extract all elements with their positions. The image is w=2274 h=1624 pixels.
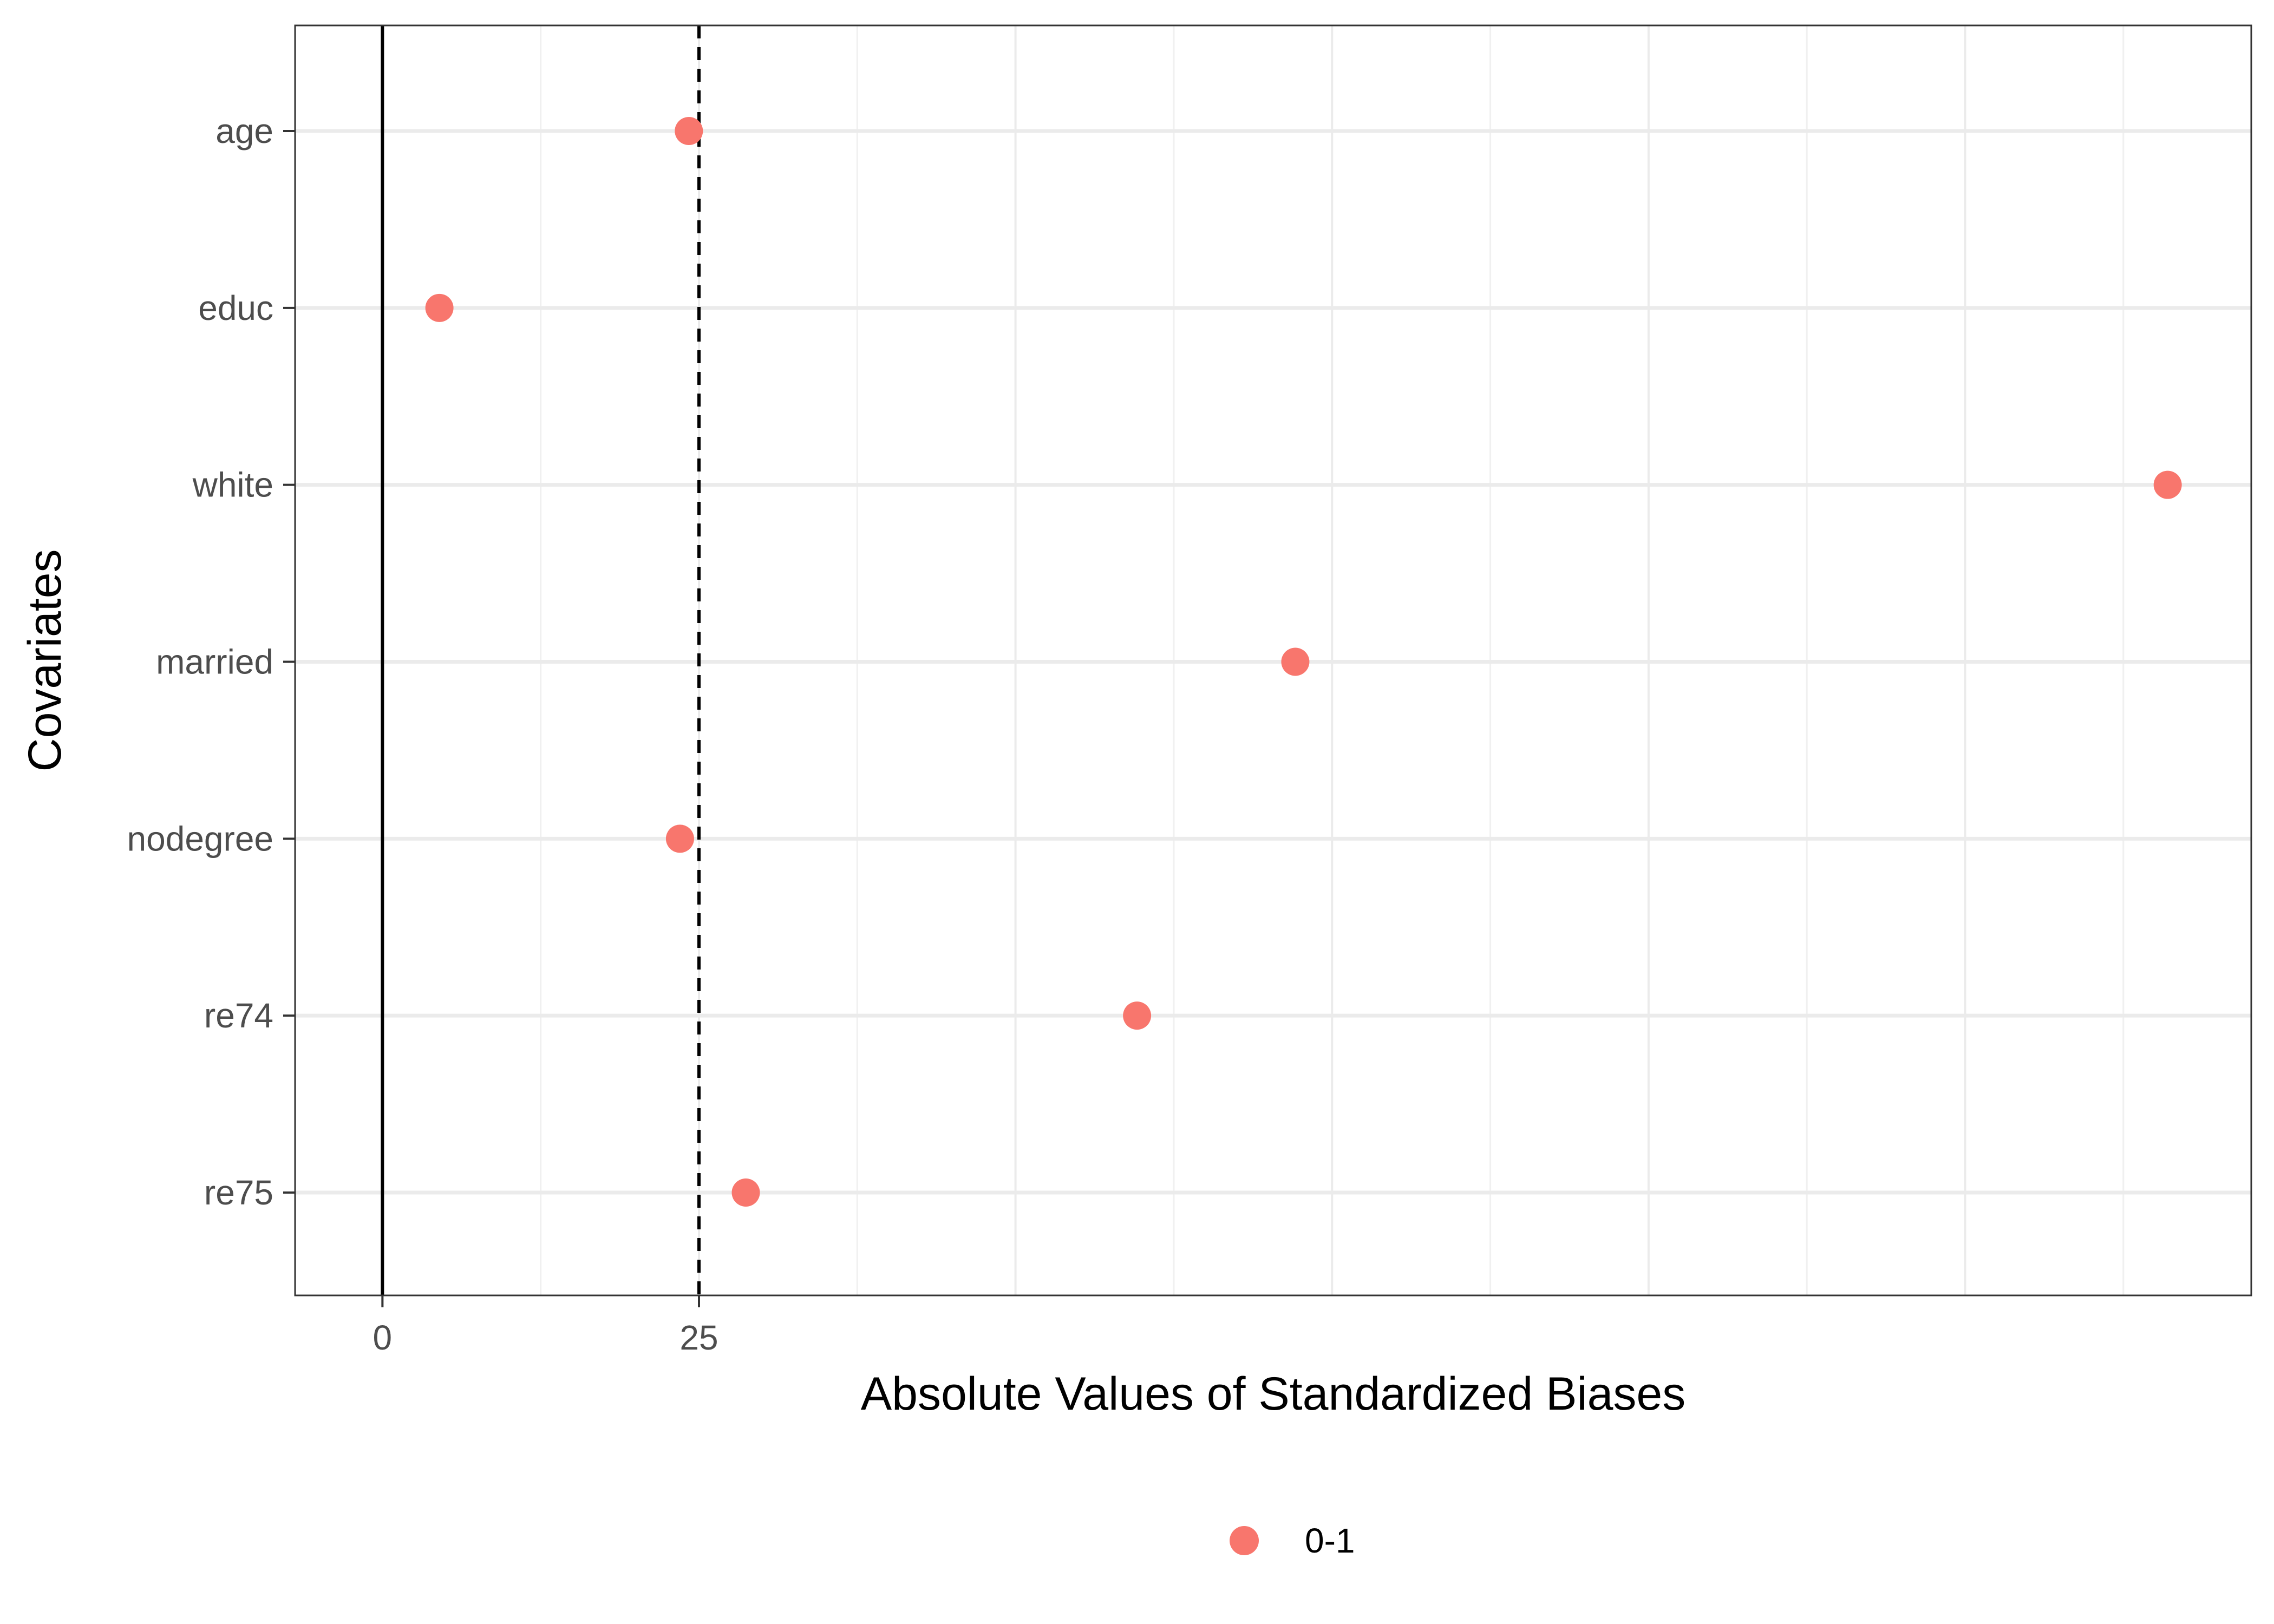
y-axis-title: Covariates bbox=[19, 549, 71, 771]
y-tick-label-white: white bbox=[192, 466, 273, 505]
legend-key-0-1 bbox=[1230, 1526, 1259, 1555]
plot-panel-border bbox=[294, 24, 2252, 1296]
y-tick-label-nodegree: nodegree bbox=[127, 819, 273, 858]
point-nodegree bbox=[665, 824, 694, 853]
point-re75 bbox=[731, 1178, 760, 1207]
point-re74 bbox=[1123, 1001, 1152, 1030]
legend: 0-1 bbox=[1230, 1521, 1355, 1560]
x-axis: 0 25 bbox=[373, 1295, 718, 1357]
y-tick-label-married: married bbox=[156, 643, 273, 682]
y-tick-label-re74: re74 bbox=[204, 996, 273, 1035]
points-layer bbox=[425, 117, 2182, 1207]
x-tick-label: 25 bbox=[679, 1318, 718, 1357]
grid-layer bbox=[295, 25, 2251, 1295]
y-axis: age educ white married nodegree re74 re75 bbox=[127, 112, 295, 1212]
point-married bbox=[1281, 647, 1310, 676]
legend-label-0-1: 0-1 bbox=[1305, 1521, 1355, 1560]
x-axis-title: Absolute Values of Standardized Biases bbox=[861, 1368, 1685, 1420]
point-educ bbox=[425, 293, 454, 322]
point-age bbox=[675, 117, 703, 145]
y-tick-label-educ: educ bbox=[198, 289, 273, 328]
x-tick-label: 0 bbox=[373, 1318, 393, 1357]
point-white bbox=[2153, 470, 2182, 499]
y-tick-label-re75: re75 bbox=[204, 1173, 273, 1212]
reference-lines bbox=[381, 25, 701, 1295]
y-tick-label-age: age bbox=[215, 112, 273, 150]
